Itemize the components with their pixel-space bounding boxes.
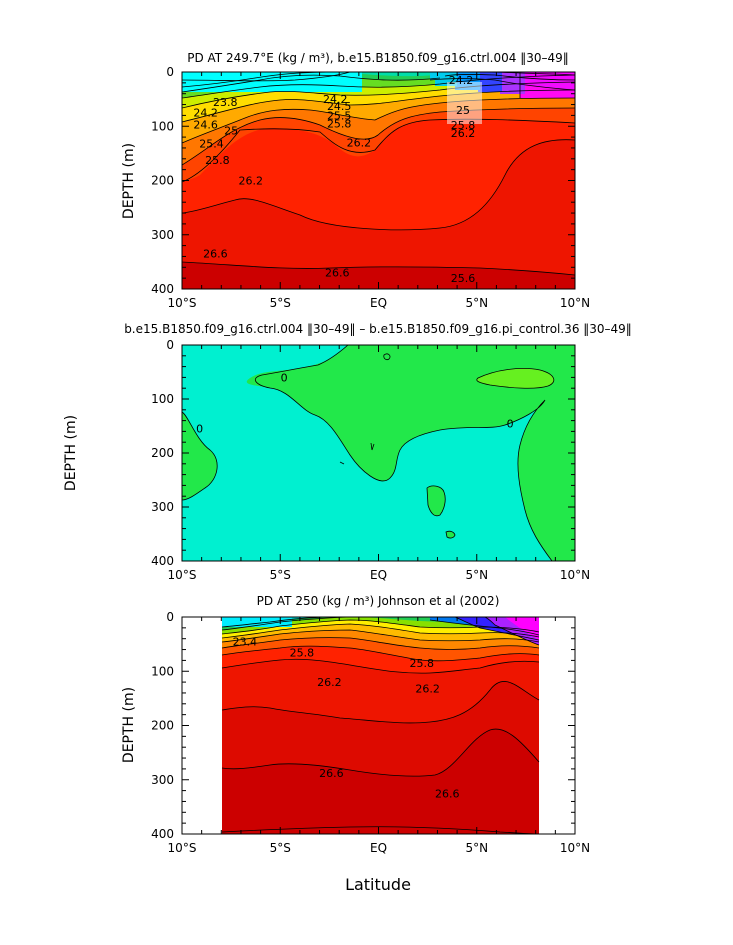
panel-3: PD AT 250 (kg / m³) Johnson et al (2002) bbox=[121, 594, 590, 894]
y-tick-label: 200 bbox=[151, 174, 174, 188]
contour-label: 24.2 bbox=[449, 74, 474, 87]
y-tick-label: 400 bbox=[151, 827, 174, 841]
y-tick-label: 200 bbox=[151, 719, 174, 733]
panel-1-contour-labels: 23.824.224.6 2525.425.826.224.224.525.525… bbox=[193, 74, 475, 285]
panel-3-xlabel: Latitude bbox=[345, 875, 411, 894]
contour-label: 23.8 bbox=[213, 96, 238, 109]
contour-label: 26.2 bbox=[415, 683, 440, 696]
contour-label: 23.4 bbox=[233, 635, 258, 648]
panel-3-contour-fill bbox=[182, 617, 575, 834]
x-tick-label: 10°S bbox=[168, 841, 197, 855]
panel-2-title: b.e15.B1850.f09_g16.ctrl.004 ‖30–49‖ – b… bbox=[124, 322, 632, 336]
x-tick-label: EQ bbox=[370, 841, 387, 855]
panel-2: b.e15.B1850.f09_g16.ctrl.004 ‖30–49‖ – b… bbox=[63, 322, 632, 582]
y-tick-label: 300 bbox=[151, 500, 174, 514]
panel-3-axes: 10°S 5°S EQ 5°N 10°N 0 100 200 300 400 bbox=[151, 610, 590, 855]
contour-label: 24.2 bbox=[193, 107, 218, 120]
x-tick-label: 5°N bbox=[465, 568, 488, 582]
contour-label: 26.6 bbox=[435, 787, 460, 800]
contour-label: 26.6 bbox=[203, 248, 228, 261]
panel-3-contour-labels: 23.4 25.8 26.2 26.2 25.8 26.6 26.6 bbox=[233, 635, 460, 800]
contour-label: 24.5 bbox=[327, 100, 352, 113]
x-tick-label: 5°N bbox=[465, 841, 488, 855]
contour-label: 26.2 bbox=[451, 127, 476, 140]
contour-label: 0 bbox=[507, 417, 514, 430]
contour-label: 26.6 bbox=[319, 767, 344, 780]
panel-1-title: PD AT 249.7°E (kg / m³), b.e15.B1850.f09… bbox=[187, 51, 569, 65]
x-tick-label: 10°S bbox=[168, 568, 197, 582]
panel-3-title: PD AT 250 (kg / m³) Johnson et al (2002) bbox=[257, 594, 500, 608]
contour-label: 26.2 bbox=[347, 137, 372, 150]
y-tick-label: 0 bbox=[166, 338, 174, 352]
contour-label: 0 bbox=[196, 423, 203, 436]
contour-label: 25.8 bbox=[327, 118, 352, 131]
contour-label: 25.8 bbox=[205, 154, 230, 167]
x-tick-label: 10°S bbox=[168, 296, 197, 310]
y-tick-label: 0 bbox=[166, 610, 174, 624]
panel-1: PD AT 249.7°E (kg / m³), b.e15.B1850.f09… bbox=[121, 51, 590, 310]
y-tick-label: 200 bbox=[151, 446, 174, 460]
contour-label: 26.6 bbox=[325, 267, 350, 280]
contour-label: 25.8 bbox=[409, 657, 434, 670]
x-tick-label: 5°S bbox=[270, 296, 291, 310]
contour-label: 25.6 bbox=[451, 272, 476, 285]
y-tick-label: 100 bbox=[151, 664, 174, 678]
contour-label: 25.8 bbox=[290, 646, 315, 659]
panel-1-ylabel: DEPTH (m) bbox=[121, 143, 137, 219]
panel-2-contour-fill bbox=[182, 345, 575, 561]
panel-2-ylabel: DEPTH (m) bbox=[63, 415, 79, 491]
y-tick-label: 300 bbox=[151, 228, 174, 242]
contour-label: 24.2 bbox=[323, 93, 348, 106]
panel-3-ylabel: DEPTH (m) bbox=[121, 687, 137, 763]
contour-label: 24.6 bbox=[193, 119, 218, 132]
contour-label: 25 bbox=[224, 125, 238, 138]
y-tick-label: 100 bbox=[151, 119, 174, 133]
x-tick-label: 10°N bbox=[560, 841, 590, 855]
contour-label: 0 bbox=[281, 371, 288, 384]
contour-label: 25.4 bbox=[199, 138, 224, 151]
x-tick-label: 5°S bbox=[270, 841, 291, 855]
contour-label: 26.2 bbox=[239, 175, 264, 188]
contour-label: 25 bbox=[456, 104, 470, 117]
y-tick-label: 400 bbox=[151, 282, 174, 296]
panel-1-contour-fill bbox=[182, 72, 575, 289]
y-tick-label: 0 bbox=[166, 65, 174, 79]
x-tick-label: 5°N bbox=[465, 296, 488, 310]
panel-1-axes: 10°S 5°S EQ 5°N 10°N 0 100 200 300 400 bbox=[151, 65, 590, 310]
x-tick-label: 10°N bbox=[560, 296, 590, 310]
panel-2-contour-labels: 0 0 0 bbox=[196, 371, 513, 435]
x-tick-label: EQ bbox=[370, 296, 387, 310]
y-tick-label: 400 bbox=[151, 554, 174, 568]
contour-label: 26.2 bbox=[317, 676, 342, 689]
contour-label: 25.8 bbox=[451, 119, 476, 132]
y-tick-label: 300 bbox=[151, 773, 174, 787]
panel-2-axes: 10°S 5°S EQ 5°N 10°N 0 100 200 300 400 bbox=[151, 338, 590, 582]
x-tick-label: 5°S bbox=[270, 568, 291, 582]
x-tick-label: 10°N bbox=[560, 568, 590, 582]
y-tick-label: 100 bbox=[151, 392, 174, 406]
x-tick-label: EQ bbox=[370, 568, 387, 582]
contour-label: 25.5 bbox=[327, 109, 352, 122]
